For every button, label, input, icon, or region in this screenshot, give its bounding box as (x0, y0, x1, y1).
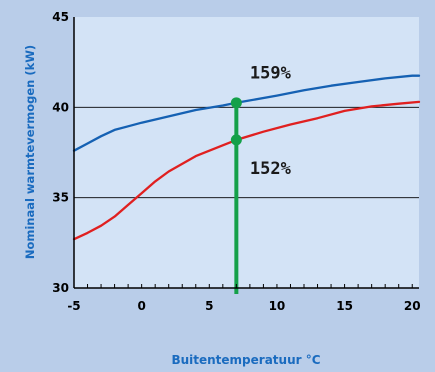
x-tick-label-3: 10 (269, 299, 286, 313)
series-line-0 (72, 74, 421, 152)
marker-point-1 (230, 134, 242, 146)
x-axis-title: Buitentemperatuur °C (171, 353, 320, 367)
y-tick-label-1: 35 (52, 191, 69, 205)
y-axis-title: Nominaal warmtevermogen (kW) (23, 45, 37, 259)
y-tick-label-3: 45 (52, 10, 69, 24)
x-tick-label-1: 0 (137, 299, 145, 313)
y-tick-label-0: 30 (52, 281, 69, 295)
axes (73, 17, 419, 289)
annotations: 159% 152% (250, 63, 292, 179)
annotation-1: 152% (250, 159, 292, 179)
tick-labels: -5 0 5 10 15 20 30 35 40 45 (52, 10, 420, 313)
annotation-0: 159% (250, 63, 292, 83)
marker-group (230, 97, 242, 294)
x-tick-label-4: 15 (336, 299, 353, 313)
series-line-1 (72, 100, 421, 241)
x-tick-label-2: 5 (205, 299, 213, 313)
y-tick-label-2: 40 (52, 100, 69, 114)
marker-point-0 (230, 97, 242, 109)
series-group (72, 74, 421, 241)
x-tick-label-0: -5 (67, 299, 80, 313)
x-tick-label-5: 20 (404, 299, 421, 313)
plot-area (74, 17, 419, 288)
